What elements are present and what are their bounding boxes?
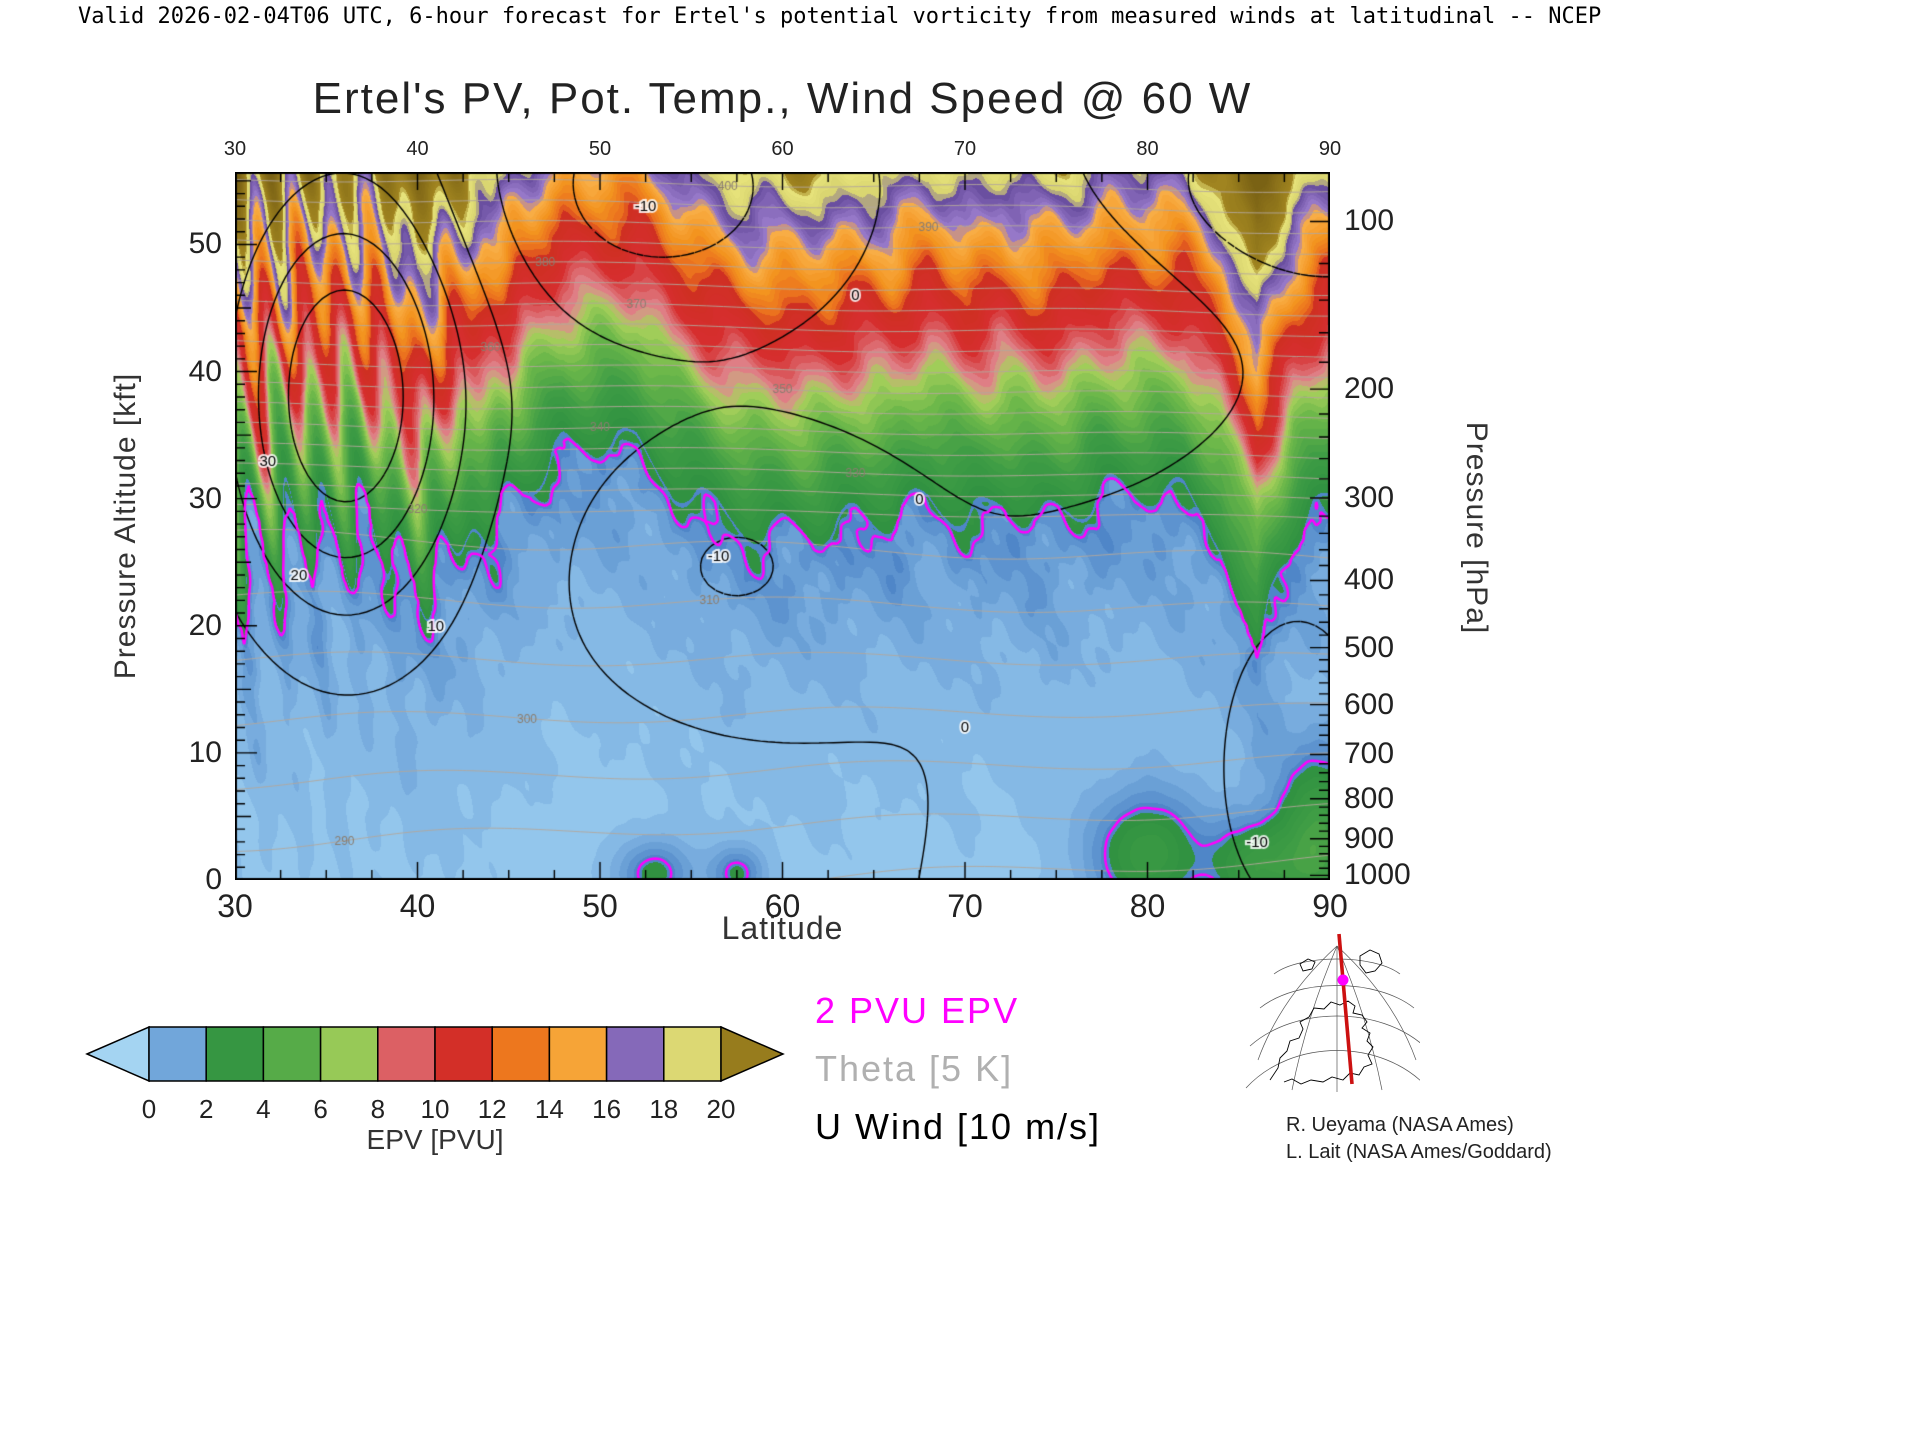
x-top-tick-label: 60 <box>771 138 794 160</box>
colorbar-segment <box>605 1026 665 1082</box>
credit-line-1: R. Ueyama (NASA Ames) <box>1286 1114 1514 1136</box>
y-left-tick-label: 0 <box>205 863 222 896</box>
x-top-tick-label: 40 <box>406 138 429 160</box>
y-right-tick-label: 200 <box>1344 372 1395 406</box>
epv-cross-section-canvas <box>235 172 1330 880</box>
colorbar-tick-label: 0 <box>141 1094 157 1124</box>
colorbar-title: EPV [PVU] <box>366 1124 504 1155</box>
y-right-tick-label: 100 <box>1344 204 1395 238</box>
legend: 2 PVU EPV Theta [5 K] U Wind [10 m/s] <box>815 982 1101 1156</box>
x-top-tick-label: 90 <box>1318 138 1342 160</box>
colorbar-tick-label: 8 <box>370 1094 386 1124</box>
y-left-tick-label: 20 <box>188 608 222 642</box>
x-tick-label: 60 <box>764 888 801 924</box>
colorbar-tick-label: 20 <box>706 1094 736 1124</box>
y-left-axis-title: Pressure Altitude [kft] <box>109 372 142 680</box>
y-right-tick-label: 500 <box>1344 630 1395 664</box>
inset-location-marker <box>1337 974 1349 986</box>
x-tick-label: 30 <box>217 888 253 924</box>
colorbar-arrow <box>720 1025 785 1083</box>
colorbar-tick-label: 2 <box>198 1094 214 1124</box>
y-right-tick-label: 400 <box>1344 563 1395 597</box>
colorbar-tick-label: 4 <box>256 1094 271 1124</box>
y-right-tick-label: 900 <box>1344 821 1395 855</box>
y-right-tick-label: 600 <box>1344 687 1395 721</box>
x-tick-label: 70 <box>947 888 983 924</box>
y-right-axis-title: Pressure [hPa] <box>1460 421 1493 635</box>
colorbar-tick-label: 16 <box>592 1094 622 1124</box>
colorbar-segment <box>491 1026 551 1082</box>
legend-item-theta: Theta [5 K] <box>815 1048 1014 1089</box>
colorbar-segment <box>205 1026 265 1082</box>
x-tick-label: 90 <box>1312 888 1348 924</box>
colorbar-segment <box>262 1026 322 1082</box>
colorbar-tick-label: 14 <box>534 1094 564 1124</box>
inset-map <box>1245 933 1420 1092</box>
y-right-tick-label: 700 <box>1344 737 1395 771</box>
colorbar-tick-label: 10 <box>420 1094 450 1124</box>
colorbar-segment <box>663 1026 722 1082</box>
x-top-tick-label: 50 <box>588 138 612 160</box>
colorbar-segment <box>148 1026 207 1082</box>
credit-line-2: L. Lait (NASA Ames/Goddard) <box>1286 1141 1552 1163</box>
x-tick-label: 80 <box>1129 888 1166 924</box>
legend-item-pv2: 2 PVU EPV <box>815 990 1020 1031</box>
colorbar <box>85 1025 785 1083</box>
page-title: Ertel's PV, Pot. Temp., Wind Speed @ 60 … <box>312 74 1253 123</box>
y-left-tick-label: 30 <box>188 481 222 515</box>
colorbar-segment <box>377 1026 436 1082</box>
inset-coastline <box>1269 949 1383 1085</box>
y-left-tick-label: 50 <box>188 227 222 261</box>
y-right-tick-label: 800 <box>1344 781 1395 815</box>
x-top-tick-label: 70 <box>953 138 977 160</box>
colorbar-tick-label: 6 <box>313 1094 328 1124</box>
x-top-tick-label: 30 <box>223 138 247 160</box>
inset-meridian-60w <box>1337 933 1354 1085</box>
x-tick-label: 40 <box>399 888 436 924</box>
y-right-tick-label: 1000 <box>1344 858 1411 892</box>
colorbar-segment <box>434 1026 493 1082</box>
x-tick-label: 50 <box>582 888 618 924</box>
colorbar-tick-label: 18 <box>649 1094 679 1124</box>
inset-graticule <box>1245 945 1420 1092</box>
colorbar-arrow <box>85 1025 150 1083</box>
colorbar-segment <box>319 1026 379 1082</box>
colorbar-segment <box>548 1026 608 1082</box>
validity-header: Valid 2026-02-04T06 UTC, 6-hour forecast… <box>78 4 1602 29</box>
x-axis-title: Latitude <box>721 910 844 946</box>
credits: R. Ueyama (NASA Ames) L. Lait (NASA Ames… <box>1286 1112 1552 1166</box>
y-left-tick-label: 10 <box>188 735 222 769</box>
x-top-tick-label: 80 <box>1136 138 1159 160</box>
y-right-tick-label: 300 <box>1344 481 1395 514</box>
legend-item-uwind: U Wind [10 m/s] <box>815 1106 1102 1147</box>
colorbar-tick-label: 12 <box>477 1094 507 1124</box>
y-left-tick-label: 40 <box>188 354 222 388</box>
